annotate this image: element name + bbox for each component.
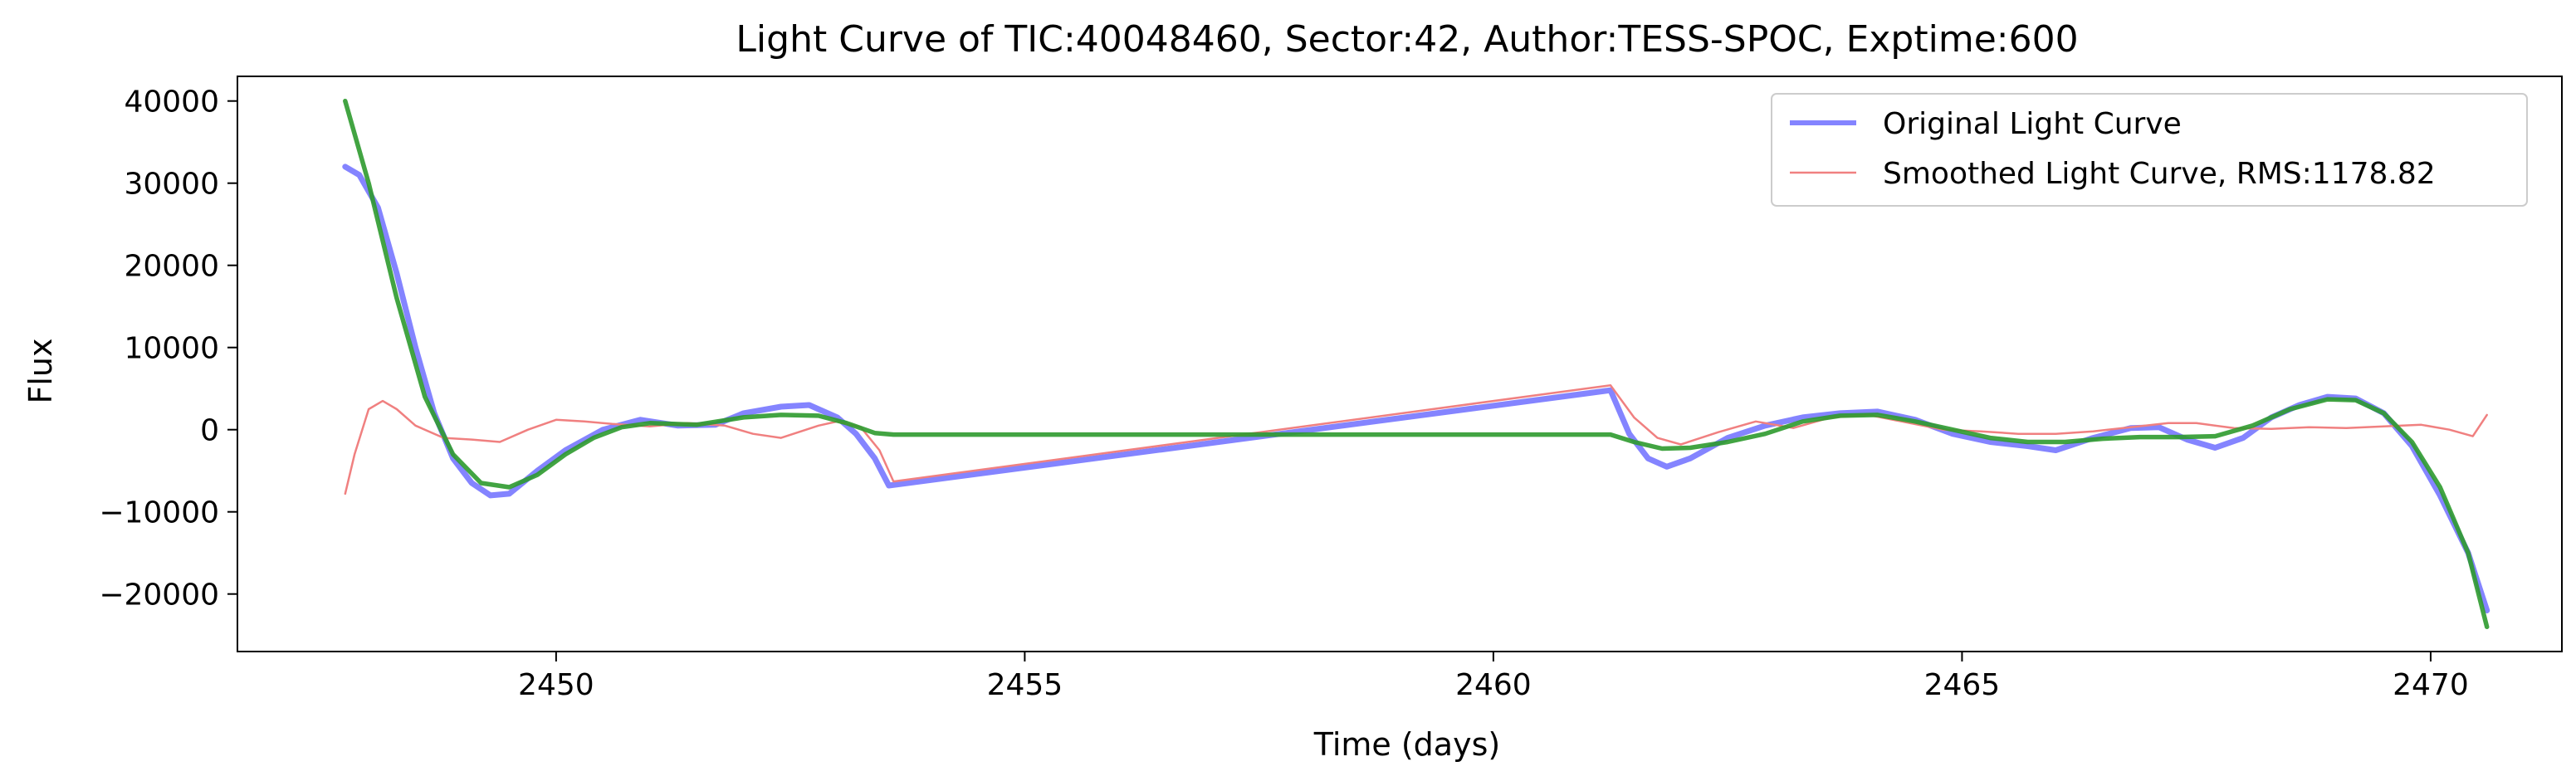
y-axis-label: Flux	[22, 339, 59, 404]
legend-label-smoothed: Smoothed Light Curve, RMS:1178.82	[1883, 157, 2436, 191]
x-tick-label: 2460	[1455, 668, 1532, 702]
plot-frame	[237, 76, 2563, 652]
x-tick-label: 2465	[1924, 668, 2001, 702]
series-line-smoothed	[344, 383, 2488, 495]
legend: Original Light Curve Smoothed Light Curv…	[1771, 93, 2528, 207]
y-tick-label: 30000	[124, 168, 219, 202]
y-tick-label: 0	[200, 414, 219, 448]
series-layer	[342, 98, 2490, 630]
series-line-original	[342, 164, 2490, 613]
x-tick-label: 2455	[987, 668, 1063, 702]
ticks-layer: 2450 2455 2460 2465 2470 −20000 −10000 0 10000 20…	[99, 85, 2468, 702]
y-tick-label: −20000	[99, 578, 219, 613]
y-tick-label: 20000	[124, 250, 219, 284]
y-tick-label: 10000	[124, 332, 219, 366]
y-tick-label: −10000	[99, 496, 219, 530]
series-line-trend	[343, 98, 2490, 630]
legend-label-original: Original Light Curve	[1883, 107, 2182, 141]
x-axis-label: Time (days)	[1313, 726, 1500, 763]
y-tick-label: 40000	[124, 85, 219, 120]
x-tick-label: 2450	[518, 668, 594, 702]
chart-title: Light Curve of TIC:40048460, Sector:42, …	[736, 18, 2078, 61]
x-tick-label: 2470	[2393, 668, 2469, 702]
legend-box	[1771, 93, 2528, 207]
